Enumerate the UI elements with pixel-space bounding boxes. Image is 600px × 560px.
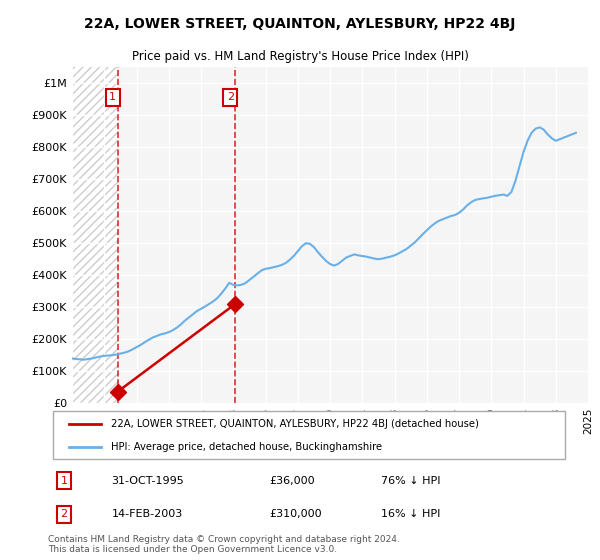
Text: 2: 2 [60, 509, 67, 519]
Text: £310,000: £310,000 [270, 509, 322, 519]
Text: 76% ↓ HPI: 76% ↓ HPI [380, 476, 440, 486]
Text: 1: 1 [61, 476, 67, 486]
Text: 22A, LOWER STREET, QUAINTON, AYLESBURY, HP22 4BJ: 22A, LOWER STREET, QUAINTON, AYLESBURY, … [85, 17, 515, 31]
Text: 14-FEB-2003: 14-FEB-2003 [112, 509, 182, 519]
Text: £36,000: £36,000 [270, 476, 316, 486]
Text: 22A, LOWER STREET, QUAINTON, AYLESBURY, HP22 4BJ (detached house): 22A, LOWER STREET, QUAINTON, AYLESBURY, … [112, 419, 479, 429]
Text: Contains HM Land Registry data © Crown copyright and database right 2024.
This d: Contains HM Land Registry data © Crown c… [48, 535, 400, 554]
Text: 31-OCT-1995: 31-OCT-1995 [112, 476, 184, 486]
Bar [72, 67, 118, 403]
FancyBboxPatch shape [53, 412, 565, 459]
Text: 1: 1 [109, 92, 116, 102]
Text: 2: 2 [227, 92, 234, 102]
Text: Price paid vs. HM Land Registry's House Price Index (HPI): Price paid vs. HM Land Registry's House … [131, 50, 469, 63]
Text: 16% ↓ HPI: 16% ↓ HPI [380, 509, 440, 519]
Text: HPI: Average price, detached house, Buckinghamshire: HPI: Average price, detached house, Buck… [112, 442, 382, 452]
